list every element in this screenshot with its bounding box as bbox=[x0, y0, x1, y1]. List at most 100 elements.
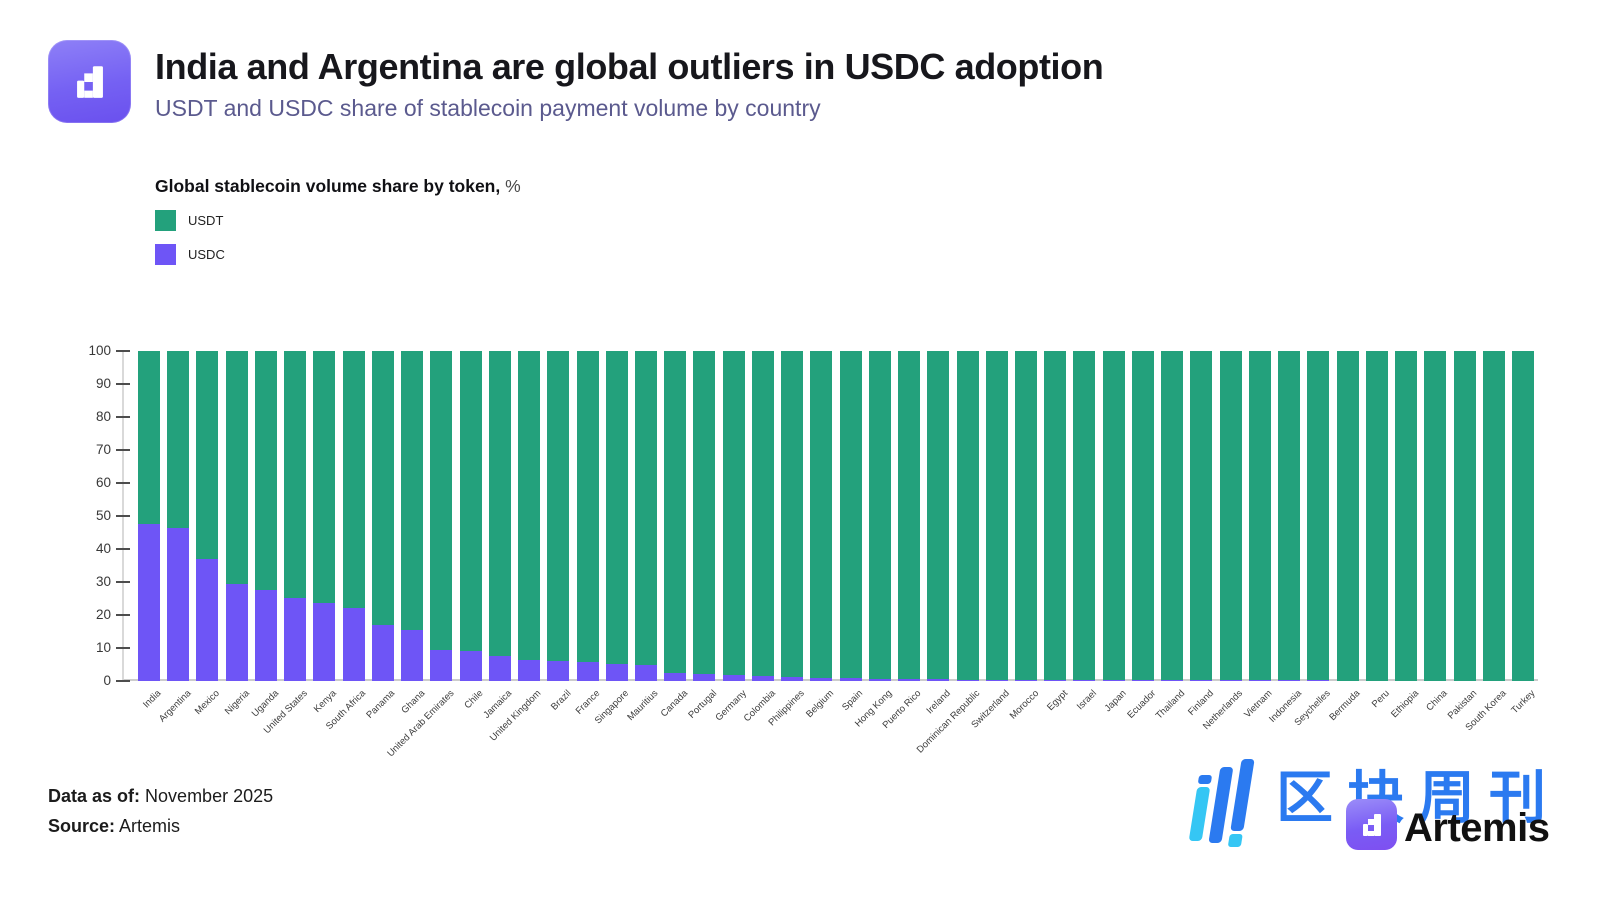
plot-area: 0 10 20 30 40 50 60 70 80 90 100 India Argentina Mexi… bbox=[88, 343, 1538, 759]
bar-switzerland bbox=[985, 351, 1008, 681]
bar-brazil bbox=[547, 351, 570, 681]
x-label-spain: Spain bbox=[840, 688, 866, 713]
y-tick-30 bbox=[116, 581, 130, 583]
usdt-segment bbox=[868, 351, 891, 679]
y-tick-label-80: 80 bbox=[95, 409, 111, 424]
usdt-segment bbox=[430, 351, 453, 650]
source-value: Artemis bbox=[119, 816, 181, 836]
bar-mexico bbox=[196, 351, 219, 681]
bar-ghana bbox=[401, 351, 424, 681]
block-weekly-wordmark: 区块周刊 bbox=[1276, 766, 1560, 830]
usdc-swatch bbox=[155, 244, 176, 265]
x-label-china: China bbox=[1424, 688, 1451, 714]
bar-south-korea bbox=[1482, 351, 1505, 681]
x-label-peru: Peru bbox=[1369, 688, 1392, 710]
usdt-segment bbox=[225, 351, 248, 584]
usdt-segment bbox=[1424, 351, 1447, 681]
bar-belgium bbox=[810, 351, 833, 681]
y-tick-label-70: 70 bbox=[95, 442, 111, 457]
data-as-of-line: Data as of: November 2025 bbox=[48, 781, 273, 811]
usdt-segment bbox=[985, 351, 1008, 680]
bar-panama bbox=[371, 351, 394, 681]
bar-nigeria bbox=[225, 351, 248, 681]
x-label-morocco: Morocco bbox=[1007, 688, 1041, 722]
artemis-logo bbox=[48, 40, 131, 123]
usdc-segment bbox=[664, 673, 687, 681]
bar-philippines bbox=[781, 351, 804, 681]
usdc-segment bbox=[547, 661, 570, 681]
usdc-segment bbox=[634, 665, 657, 681]
usdc-segment bbox=[839, 678, 862, 681]
usdt-segment bbox=[751, 351, 774, 676]
bar-netherlands bbox=[1219, 351, 1242, 681]
bar-seychelles bbox=[1307, 351, 1330, 681]
usdt-segment bbox=[1365, 351, 1388, 681]
source-label: Source: bbox=[48, 816, 116, 836]
x-label-turkey: Turkey bbox=[1509, 688, 1538, 717]
bar-mauritius bbox=[634, 351, 657, 681]
usdt-segment bbox=[605, 351, 628, 664]
bar-united-arab-emirates bbox=[430, 351, 453, 681]
usdt-segment bbox=[342, 351, 365, 608]
bar-colombia bbox=[751, 351, 774, 681]
usdc-segment bbox=[576, 662, 599, 681]
x-label-japan: Japan bbox=[1102, 688, 1129, 715]
usdc-segment bbox=[167, 528, 190, 681]
block-weekly-logo-icon bbox=[1189, 759, 1255, 847]
chart-footer: Data as of: November 2025 Source: Artemi… bbox=[48, 781, 273, 841]
usdc-segment bbox=[459, 651, 482, 681]
bar-turkey bbox=[1512, 351, 1534, 681]
bar-egypt bbox=[1044, 351, 1067, 681]
y-tick-50 bbox=[116, 515, 130, 517]
usdt-segment bbox=[1161, 351, 1184, 680]
bar-vietnam bbox=[1248, 351, 1271, 681]
y-tick-label-100: 100 bbox=[88, 343, 111, 358]
usdc-segment bbox=[518, 660, 541, 681]
usdt-segment bbox=[1307, 351, 1330, 680]
usdc-segment bbox=[313, 603, 336, 681]
source-line: Source: Artemis bbox=[48, 811, 273, 841]
bar-bermuda bbox=[1336, 351, 1359, 681]
usdt-segment bbox=[1248, 351, 1271, 680]
x-label-panama: Panama bbox=[364, 688, 398, 721]
usdt-segment bbox=[1336, 351, 1359, 681]
y-tick-label-20: 20 bbox=[95, 607, 111, 622]
usdt-segment bbox=[1044, 351, 1067, 680]
page-subtitle: USDT and USDC share of stablecoin paymen… bbox=[155, 95, 821, 121]
data-as-of-value: November 2025 bbox=[145, 786, 274, 806]
bar-ecuador bbox=[1131, 351, 1154, 681]
bar-ethiopia bbox=[1395, 351, 1418, 681]
bar-india bbox=[138, 351, 160, 681]
y-tick-label-60: 60 bbox=[95, 475, 111, 490]
usdc-segment bbox=[1102, 680, 1125, 681]
usdt-segment bbox=[927, 351, 950, 679]
usdc-segment bbox=[985, 680, 1008, 681]
usdt-segment bbox=[1190, 351, 1213, 680]
x-label-belgium: Belgium bbox=[804, 688, 837, 721]
legend-item-usdt: USDT bbox=[155, 210, 521, 231]
bar-china bbox=[1424, 351, 1447, 681]
x-label-chile: Chile bbox=[462, 688, 486, 712]
usdt-segment bbox=[634, 351, 657, 665]
x-label-ethiopia: Ethiopia bbox=[1388, 688, 1421, 721]
usdt-segment bbox=[313, 351, 336, 603]
usdc-segment bbox=[810, 678, 833, 681]
usdc-segment bbox=[401, 630, 424, 681]
x-label-kenya: Kenya bbox=[312, 688, 340, 715]
bar-argentina bbox=[167, 351, 190, 681]
bar-hong-kong bbox=[868, 351, 891, 681]
usdt-segment bbox=[284, 351, 307, 598]
x-label-ecuador: Ecuador bbox=[1124, 688, 1158, 721]
usdt-segment bbox=[576, 351, 599, 662]
x-label-bermuda: Bermuda bbox=[1327, 688, 1363, 724]
artemis-a-icon bbox=[76, 65, 103, 98]
usdt-segment bbox=[1453, 351, 1476, 681]
y-tick-label-0: 0 bbox=[103, 673, 111, 688]
usdc-segment bbox=[430, 650, 453, 681]
usdc-segment bbox=[1161, 680, 1184, 681]
usdc-segment bbox=[927, 679, 950, 681]
usdt-segment bbox=[459, 351, 482, 651]
usdt-segment bbox=[1278, 351, 1301, 680]
usdt-segment bbox=[956, 351, 979, 680]
